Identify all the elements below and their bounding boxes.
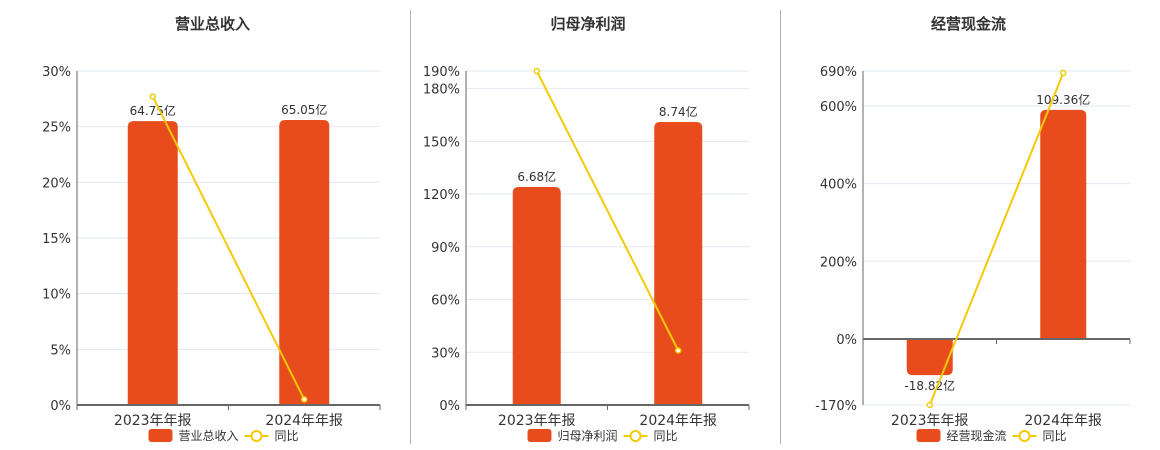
y-tick-label: -170% <box>815 399 857 414</box>
yoy-point[interactable] <box>533 67 540 75</box>
legend-bar-swatch-icon <box>148 429 173 442</box>
yoy-point[interactable] <box>926 401 933 409</box>
divider <box>410 10 411 444</box>
y-tick-label: 15% <box>42 232 71 247</box>
chart-title: 归母净利润 <box>550 15 626 33</box>
chart-title: 营业总收入 <box>174 15 250 33</box>
chart-panel-net-profit: 归母净利润 0% 30% 60% 90% 120% 150% 180% 190% 6.68亿 8.… <box>411 0 781 450</box>
x-tick-label: 2023年年报 <box>114 413 192 429</box>
y-tick-label: 0% <box>50 399 71 414</box>
yoy-point[interactable] <box>1060 69 1067 77</box>
y-tick-label: 690% <box>820 65 857 80</box>
chart-title: 经营现金流 <box>930 15 1006 33</box>
y-tick-label: 120% <box>423 188 460 203</box>
legend-label: 归母净利润 <box>558 429 618 443</box>
divider <box>780 10 781 444</box>
x-tick-label: 2024年年报 <box>1024 413 1102 429</box>
legend-circle-icon <box>250 430 263 442</box>
x-tick-label: 2023年年报 <box>891 413 969 429</box>
legend-bar-swatch-icon <box>527 429 552 442</box>
bar-value-label: 65.05亿 <box>281 102 327 117</box>
legend-circle-icon <box>629 430 642 442</box>
bar[interactable] <box>512 187 561 405</box>
legend-label: 营业总收入 <box>179 429 239 443</box>
bar-value-label: -18.82亿 <box>904 378 955 393</box>
chart-panel-revenue: 营业总收入 0% 5% 10% 15% 20% 25% 30% 64.75亿 65.05亿 202… <box>0 0 405 450</box>
yoy-point[interactable] <box>675 347 682 354</box>
legend[interactable]: 营业总收入 同比 <box>148 429 299 443</box>
y-tick-label: 200% <box>820 255 857 270</box>
y-tick-label: 90% <box>431 241 460 256</box>
legend-bar-swatch-icon <box>916 429 941 442</box>
x-tick-label: 2024年年报 <box>265 413 343 429</box>
y-tick-label: 0% <box>439 399 460 414</box>
bar[interactable] <box>906 338 953 376</box>
legend-label: 同比 <box>1043 429 1067 443</box>
bar-value-label: 6.68亿 <box>517 169 556 184</box>
chart-panel-operating-cashflow: 经营现金流 -170% 0% 200% 400% 600% 690% -18.82亿 109.… <box>781 0 1160 450</box>
y-tick-label: 400% <box>820 178 857 193</box>
y-tick-label: 20% <box>42 176 71 191</box>
bar[interactable] <box>654 121 703 406</box>
x-tick-label: 2023年年报 <box>498 413 576 429</box>
y-tick-label: 10% <box>42 288 71 303</box>
yoy-line <box>535 70 680 351</box>
y-tick-label: 30% <box>431 346 460 361</box>
legend[interactable]: 经营现金流 同比 <box>916 428 1067 443</box>
y-tick-label: 60% <box>431 294 460 309</box>
bar-value-label: 109.36亿 <box>1036 92 1090 107</box>
legend[interactable]: 归母净利润 同比 <box>527 429 678 443</box>
yoy-point[interactable] <box>149 93 156 100</box>
yoy-point[interactable] <box>301 396 308 403</box>
y-tick-label: 600% <box>820 100 857 115</box>
y-tick-label: 25% <box>42 121 71 136</box>
chart-operating-cashflow: -170% 0% 200% 400% 600% 690% -18.82亿 109.36亿 202… <box>815 65 1131 443</box>
yoy-line <box>928 72 1065 406</box>
y-tick-label: 5% <box>50 343 71 358</box>
y-tick-label: 150% <box>423 135 460 150</box>
bar-value-label: 8.74亿 <box>659 104 698 119</box>
legend-label: 同比 <box>275 429 299 443</box>
bar-value-label: 64.75亿 <box>130 103 176 118</box>
x-tick-label: 2024年年报 <box>639 413 717 429</box>
y-tick-label: 190% <box>423 65 460 80</box>
y-tick-label: 30% <box>42 65 71 80</box>
y-tick-label: 180% <box>423 83 460 98</box>
chart-net-profit: 0% 30% 60% 90% 120% 150% 180% 190% 6.68亿 8.74亿 202… <box>423 65 750 443</box>
chart-revenue: 0% 5% 10% 15% 20% 25% 30% 64.75亿 65.05亿 2023年年报 20… <box>42 65 381 443</box>
legend-circle-icon <box>1018 430 1031 442</box>
y-tick-label: 0% <box>836 333 857 348</box>
bar[interactable] <box>127 121 178 405</box>
legend-label: 经营现金流 <box>947 428 1007 443</box>
legend-label: 同比 <box>654 429 678 443</box>
bar[interactable] <box>1040 109 1087 339</box>
yoy-line <box>151 96 306 400</box>
bar[interactable] <box>279 119 330 405</box>
